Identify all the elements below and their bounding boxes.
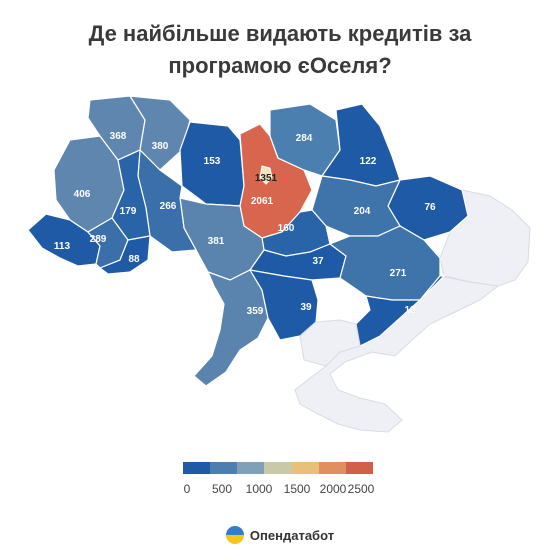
label-khmelnytska: 266	[160, 201, 177, 212]
color-legend: 0 500 1000 1500 2000 2500	[183, 462, 375, 500]
label-lvivska: 406	[74, 189, 91, 200]
label-ivano-frankivska: 289	[90, 234, 107, 245]
label-odeska: 359	[247, 306, 264, 317]
chart-title: Де найбільше видають кредитів за програм…	[0, 18, 560, 82]
legend-swatch-5	[291, 462, 319, 474]
label-chernivetska: 88	[128, 254, 140, 265]
legend-tick-1500: 1500	[283, 482, 311, 496]
legend-swatch-2	[210, 462, 238, 474]
label-kyivska: 2061	[251, 196, 274, 207]
label-cherkaska: 160	[278, 223, 295, 234]
label-zhytomyrska: 153	[204, 156, 221, 167]
title-line-2: програмою єОселя?	[168, 53, 392, 78]
region-odeska[interactable]	[193, 269, 269, 387]
label-chernihivska: 284	[296, 133, 313, 144]
legend-tick-0: 0	[183, 482, 191, 496]
label-mykolaivska: 39	[300, 302, 312, 313]
label-kyiv-city: 1351	[255, 173, 278, 184]
region-chernivetska[interactable]	[98, 235, 151, 275]
legend-ticks: 0 500 1000 1500 2000 2500	[183, 482, 375, 500]
legend-color-bar	[183, 462, 373, 474]
label-sumska: 122	[360, 156, 377, 167]
legend-swatch-7	[345, 462, 373, 474]
region-zaporizka[interactable]	[355, 275, 446, 347]
brand-name: Опендатабот	[249, 527, 335, 543]
label-ternopilska: 179	[120, 206, 137, 217]
title-line-1: Де найбільше видають кредитів за	[88, 21, 472, 46]
legend-swatch-3	[237, 462, 265, 474]
label-kirovohradska: 37	[312, 256, 324, 267]
label-kharkivska: 76	[424, 202, 436, 213]
legend-tick-2500: 2500	[347, 482, 375, 496]
label-volynska: 368	[110, 131, 127, 142]
region-kyiv-city[interactable]	[259, 165, 273, 185]
region-khersonska[interactable]	[299, 319, 361, 367]
legend-swatch-6	[318, 462, 346, 474]
label-dnipropetrovska: 271	[390, 268, 407, 279]
brand-footer: Опендатабот	[0, 526, 560, 544]
legend-swatch-1	[183, 462, 211, 474]
label-zakarpatska: 113	[54, 241, 71, 252]
label-poltavska: 204	[354, 206, 371, 217]
label-rivnenska: 380	[152, 141, 169, 152]
label-vinnytska: 381	[208, 236, 225, 247]
label-zaporizka: 18	[404, 305, 416, 316]
legend-tick-1000: 1000	[245, 482, 273, 496]
brand-logo-icon	[225, 526, 244, 544]
legend-tick-500: 500	[211, 482, 233, 496]
legend-swatch-4	[264, 462, 292, 474]
region-rivnenska[interactable]	[128, 95, 191, 171]
legend-tick-2000: 2000	[319, 482, 347, 496]
